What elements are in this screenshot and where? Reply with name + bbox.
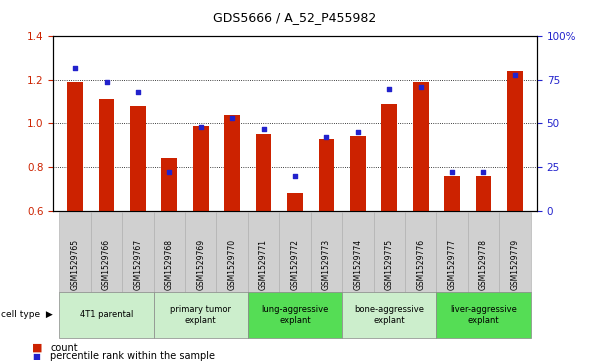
Text: GDS5666 / A_52_P455982: GDS5666 / A_52_P455982 xyxy=(214,11,376,24)
Text: GSM1529777: GSM1529777 xyxy=(448,239,457,290)
Bar xyxy=(287,193,303,211)
Text: lung-aggressive
explant: lung-aggressive explant xyxy=(261,305,329,325)
Text: GSM1529770: GSM1529770 xyxy=(228,239,237,290)
Bar xyxy=(162,158,177,211)
Bar xyxy=(350,136,366,211)
Bar xyxy=(130,106,146,211)
Text: ■: ■ xyxy=(32,352,40,361)
Point xyxy=(228,115,237,121)
Bar xyxy=(413,82,428,211)
Point xyxy=(259,126,268,131)
Text: GSM1529767: GSM1529767 xyxy=(133,239,142,290)
Text: ■: ■ xyxy=(32,343,43,353)
Text: GSM1529778: GSM1529778 xyxy=(479,240,488,290)
Text: percentile rank within the sample: percentile rank within the sample xyxy=(50,351,215,362)
Text: GSM1529771: GSM1529771 xyxy=(259,240,268,290)
Bar xyxy=(507,71,523,211)
Bar xyxy=(99,99,114,211)
Text: GSM1529772: GSM1529772 xyxy=(290,240,300,290)
Text: primary tumor
explant: primary tumor explant xyxy=(171,305,231,325)
Text: GSM1529774: GSM1529774 xyxy=(353,239,362,290)
Point xyxy=(353,129,362,135)
Text: GSM1529779: GSM1529779 xyxy=(510,239,519,290)
Text: cell type  ▶: cell type ▶ xyxy=(1,310,53,319)
Text: count: count xyxy=(50,343,78,353)
Bar xyxy=(67,82,83,211)
Point xyxy=(102,79,112,85)
Bar xyxy=(381,104,397,211)
Bar xyxy=(476,176,491,211)
Text: GSM1529769: GSM1529769 xyxy=(196,239,205,290)
Text: GSM1529766: GSM1529766 xyxy=(102,239,111,290)
Text: GSM1529776: GSM1529776 xyxy=(416,239,425,290)
Point xyxy=(133,89,143,95)
Text: bone-aggressive
explant: bone-aggressive explant xyxy=(354,305,424,325)
Point xyxy=(478,169,488,175)
Text: GSM1529775: GSM1529775 xyxy=(385,239,394,290)
Bar xyxy=(193,126,209,211)
Bar xyxy=(319,139,335,211)
Text: GSM1529768: GSM1529768 xyxy=(165,240,174,290)
Point xyxy=(322,134,331,140)
Text: GSM1529765: GSM1529765 xyxy=(71,239,80,290)
Text: 4T1 parental: 4T1 parental xyxy=(80,310,133,319)
Bar xyxy=(444,176,460,211)
Point xyxy=(416,84,425,90)
Text: GSM1529773: GSM1529773 xyxy=(322,239,331,290)
Point xyxy=(510,72,520,78)
Point xyxy=(165,169,174,175)
Bar xyxy=(255,134,271,211)
Point xyxy=(290,173,300,179)
Text: liver-aggressive
explant: liver-aggressive explant xyxy=(450,305,517,325)
Point xyxy=(447,169,457,175)
Point xyxy=(385,86,394,91)
Bar xyxy=(224,115,240,211)
Point xyxy=(196,124,205,130)
Point xyxy=(70,65,80,70)
